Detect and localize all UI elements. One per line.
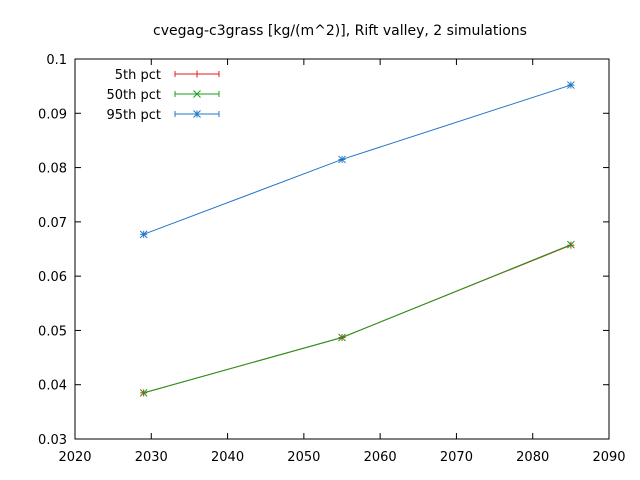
x-tick-label: 2070 — [440, 450, 473, 465]
legend-label: 50th pct — [106, 88, 161, 103]
x-tick-label: 2030 — [135, 450, 168, 465]
marker-stroke — [567, 240, 575, 249]
series-50th-pct — [139, 240, 575, 397]
marker-stroke — [193, 110, 201, 118]
data-point — [139, 389, 148, 397]
series-line — [143, 244, 572, 394]
data-point — [338, 333, 346, 342]
plot-frame — [74, 58, 610, 440]
x-tick-label: 2090 — [592, 450, 625, 465]
y-tick-label: 0.04 — [38, 379, 67, 394]
series-5th-pct — [140, 241, 575, 397]
legend-marker — [193, 110, 201, 118]
axis-ticks: 0.03 0.04 0.05 0.06 0.07 0.08 0.09 0.1 2020 2030 2… — [38, 53, 626, 465]
y-tick-label: 0.06 — [38, 270, 67, 285]
x-tick-label: 2060 — [364, 450, 397, 465]
marker-stroke — [193, 90, 201, 98]
series-line — [143, 84, 572, 235]
data-point — [338, 155, 346, 164]
marker-stroke — [139, 389, 148, 397]
data-point — [567, 81, 575, 89]
x-tick-label: 2050 — [287, 450, 320, 465]
legend-label: 5th pct — [115, 68, 161, 83]
marker-stroke — [338, 333, 346, 342]
legend: 5th pct 50th pct 95th pct — [106, 68, 220, 123]
y-tick-label: 0.09 — [38, 107, 67, 122]
data-point — [139, 230, 148, 239]
y-tick-label: 0.08 — [38, 162, 67, 177]
y-tick-label: 0.03 — [38, 433, 67, 448]
y-tick-label: 0.07 — [38, 216, 67, 231]
data-point — [567, 240, 575, 249]
y-tick-label: 0.05 — [38, 324, 67, 339]
legend-label: 95th pct — [106, 108, 161, 123]
x-tick-label: 2040 — [211, 450, 244, 465]
chart-title: cvegag-c3grass [kg/(m^2)], Rift valley, … — [153, 23, 527, 39]
marker-stroke — [338, 155, 346, 164]
marker-stroke — [139, 230, 148, 239]
legend-marker — [193, 70, 201, 78]
y-tick-label: 0.1 — [46, 53, 67, 68]
series-95th-pct — [139, 81, 575, 239]
series-group — [139, 81, 575, 397]
marker-stroke — [567, 81, 575, 89]
legend-marker — [193, 90, 201, 98]
x-tick-label: 2020 — [58, 450, 91, 465]
series-line — [143, 244, 572, 394]
x-tick-label: 2080 — [516, 450, 549, 465]
